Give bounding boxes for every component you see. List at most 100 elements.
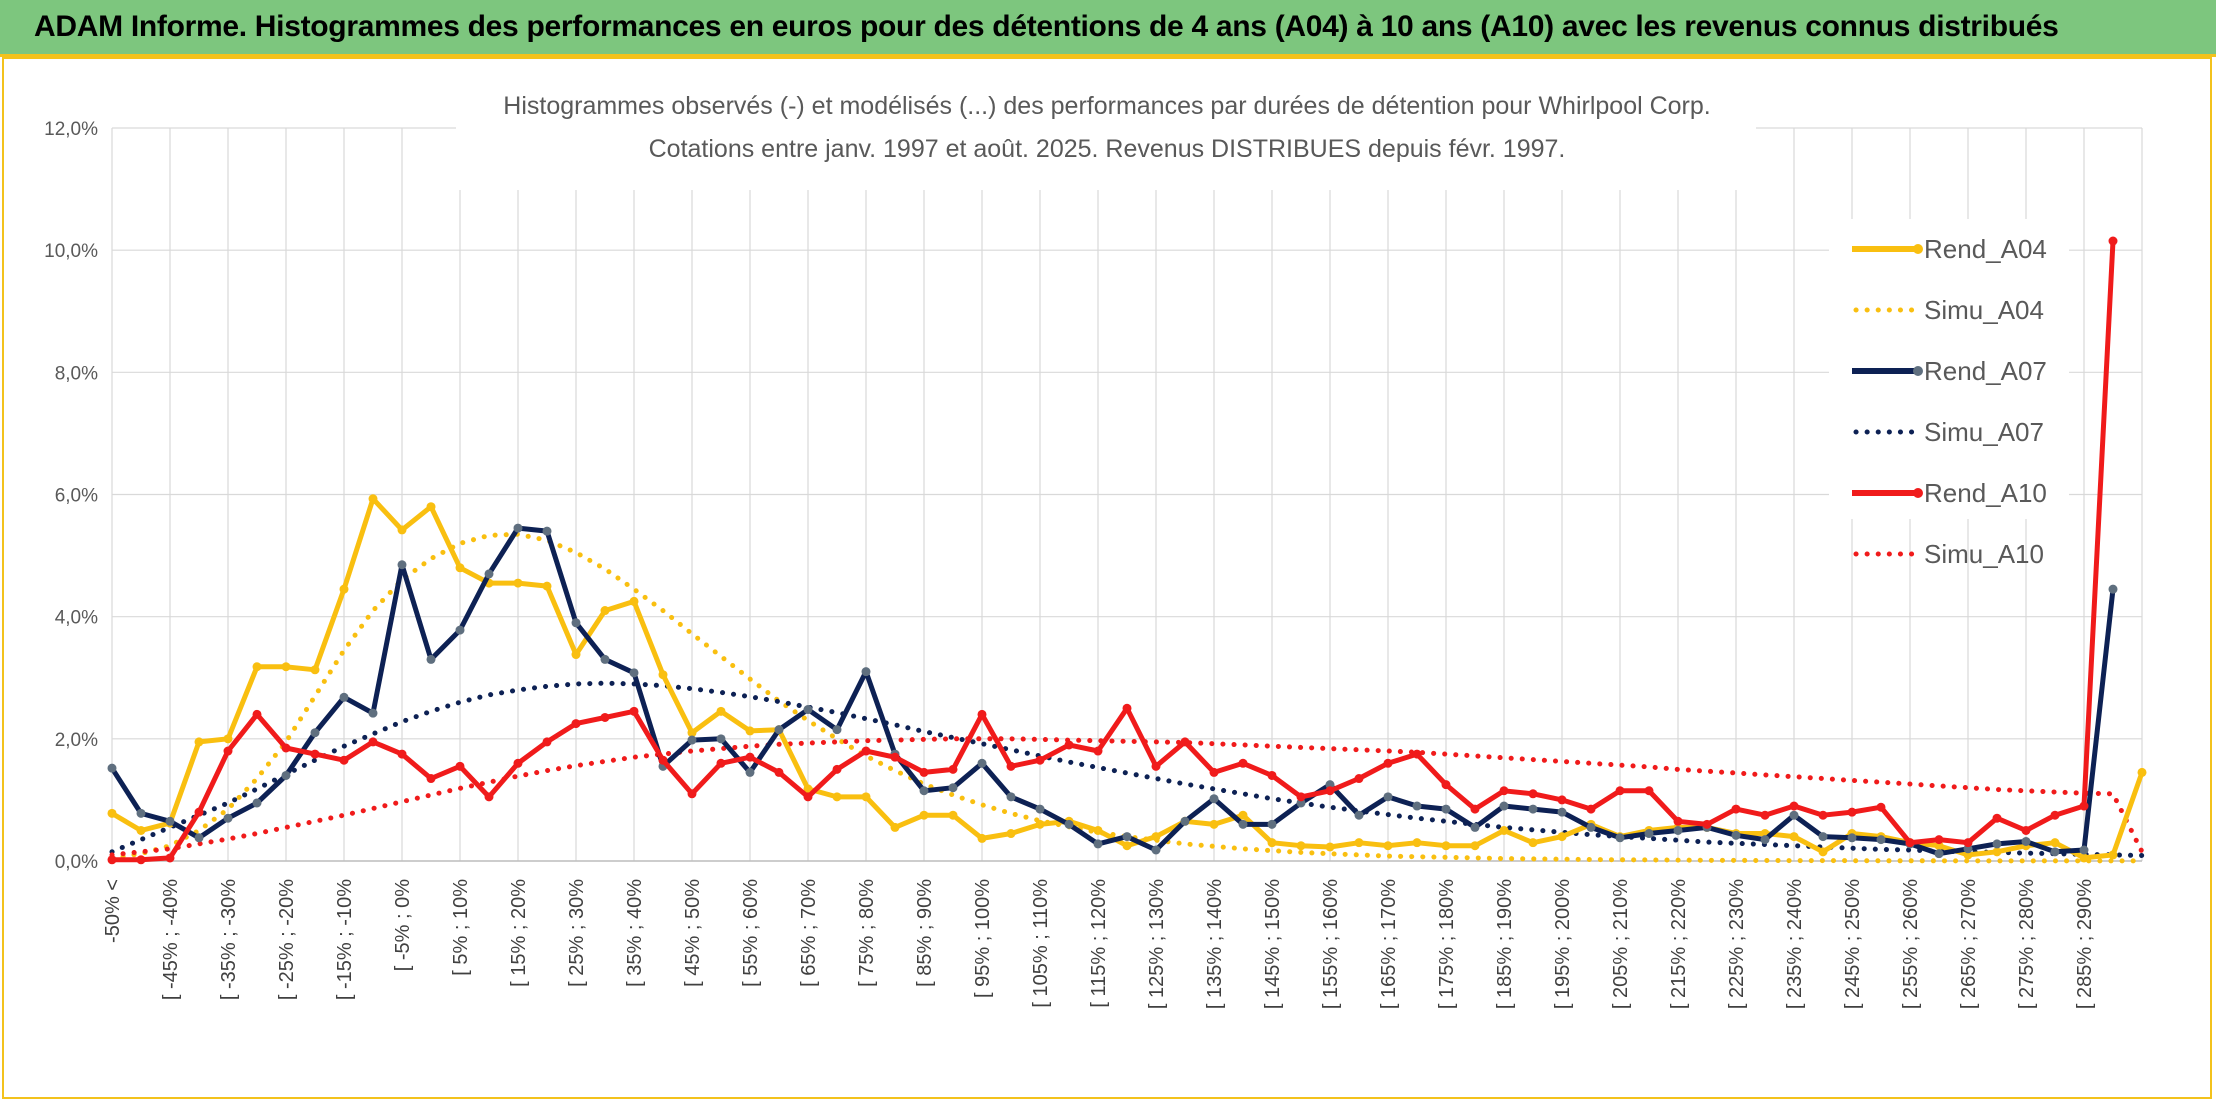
data-point <box>1499 801 1509 811</box>
data-point <box>1441 841 1451 851</box>
data-point <box>1238 758 1248 768</box>
x-tick-label: [ 175% ; 180% <box>1436 879 1458 1009</box>
data-point <box>1238 819 1248 829</box>
data-point <box>397 560 407 570</box>
data-point <box>832 792 842 802</box>
data-point <box>1847 807 1857 817</box>
data-point <box>832 725 842 735</box>
data-point <box>1789 801 1799 811</box>
data-point <box>571 650 581 660</box>
y-tick-label: 10,0% <box>44 241 98 262</box>
data-point <box>1354 838 1364 848</box>
data-point <box>1180 737 1190 747</box>
data-point <box>1267 838 1277 848</box>
data-point <box>1992 839 2002 849</box>
data-point <box>1209 819 1219 829</box>
x-tick-label: [ 115% ; 120% <box>1088 879 1110 1008</box>
data-point <box>1934 835 1944 845</box>
data-point <box>1528 838 1538 848</box>
series-line <box>109 525 2116 857</box>
data-point <box>1354 774 1364 784</box>
series-Rend_A04 <box>107 494 2147 863</box>
data-point <box>687 728 697 738</box>
data-point <box>2050 838 2060 848</box>
data-point <box>1818 832 1828 842</box>
x-tick-label: [ 285% ; 290% <box>2074 879 2096 1009</box>
y-tick-label: 8,0% <box>55 363 98 384</box>
data-point <box>1905 838 1915 848</box>
data-point <box>2137 767 2147 777</box>
data-point <box>1992 813 2002 823</box>
data-point <box>252 709 262 719</box>
data-point <box>1586 822 1596 832</box>
data-point <box>861 667 871 677</box>
x-tick-label: [ 255% ; 260% <box>1900 879 1922 1009</box>
data-point <box>687 735 697 745</box>
data-point <box>426 774 436 784</box>
x-tick-label: [ 85% ; 90% <box>914 879 936 987</box>
data-point <box>600 712 610 722</box>
data-point <box>1093 746 1103 756</box>
data-point <box>948 783 958 793</box>
x-tick-label: [ -35% ; -30% <box>218 879 240 1000</box>
x-tick-label: [ 145% ; 150% <box>1262 879 1284 1009</box>
data-point <box>1528 789 1538 799</box>
data-point <box>455 625 465 635</box>
data-point <box>1470 841 1480 851</box>
data-point <box>687 789 697 799</box>
data-point <box>948 810 958 820</box>
x-tick-label: [ 235% ; 240% <box>1784 879 1806 1009</box>
data-point <box>1441 804 1451 814</box>
data-point <box>368 708 378 718</box>
data-point <box>1209 794 1219 804</box>
data-point <box>165 816 175 826</box>
x-tick-label: [ 275% ; 280% <box>2016 879 2038 1009</box>
x-tick-label: [ 225% ; 230% <box>1726 879 1748 1009</box>
data-point <box>1006 829 1016 839</box>
series-line <box>112 240 2116 863</box>
data-point <box>1006 761 1016 771</box>
legend-label: Rend_A07 <box>1924 356 2047 386</box>
data-point <box>1673 825 1683 835</box>
data-point <box>1412 749 1422 759</box>
data-point <box>426 654 436 664</box>
data-point <box>2079 845 2089 855</box>
data-point <box>542 526 552 536</box>
series-Rend_A10 <box>107 236 2118 865</box>
data-point <box>919 786 929 796</box>
data-point <box>977 833 987 843</box>
series-line <box>109 680 2145 858</box>
data-point <box>1093 839 1103 849</box>
x-tick-label: [ 15% ; 20% <box>508 879 530 987</box>
data-point <box>1412 801 1422 811</box>
data-point <box>745 767 755 777</box>
x-tick-label: [ 45% ; 50% <box>682 879 704 987</box>
data-point <box>600 654 610 664</box>
data-point <box>107 763 117 773</box>
data-point <box>1122 703 1132 713</box>
data-point <box>919 810 929 820</box>
x-tick-label: [ 125% ; 130% <box>1146 879 1168 1009</box>
data-point <box>1876 835 1886 845</box>
legend: Rend_A04 Simu_A04 Rend_A07 Simu_A07 Rend_A10… <box>1829 219 2069 569</box>
data-point <box>1325 786 1335 796</box>
data-point <box>1209 767 1219 777</box>
x-tick-label: [ 215% ; 220% <box>1668 879 1690 1009</box>
chart-frame: Histogrammes observés (-) et modélisés (… <box>2 57 2212 1099</box>
y-tick-label: 2,0% <box>55 730 98 751</box>
data-point <box>716 758 726 768</box>
x-tick-label: [ 265% ; 270% <box>1958 879 1980 1009</box>
data-point <box>1499 786 1509 796</box>
data-point <box>861 746 871 756</box>
x-tick-label: [ 155% ; 160% <box>1320 879 1342 1009</box>
data-point <box>2079 853 2089 863</box>
data-point <box>1093 825 1103 835</box>
data-point <box>919 767 929 777</box>
data-point <box>1035 819 1045 829</box>
data-point <box>1586 804 1596 814</box>
data-point <box>339 755 349 765</box>
data-point <box>977 758 987 768</box>
data-point <box>1731 830 1741 840</box>
legend-marker <box>1913 366 1923 376</box>
data-point <box>513 578 523 588</box>
